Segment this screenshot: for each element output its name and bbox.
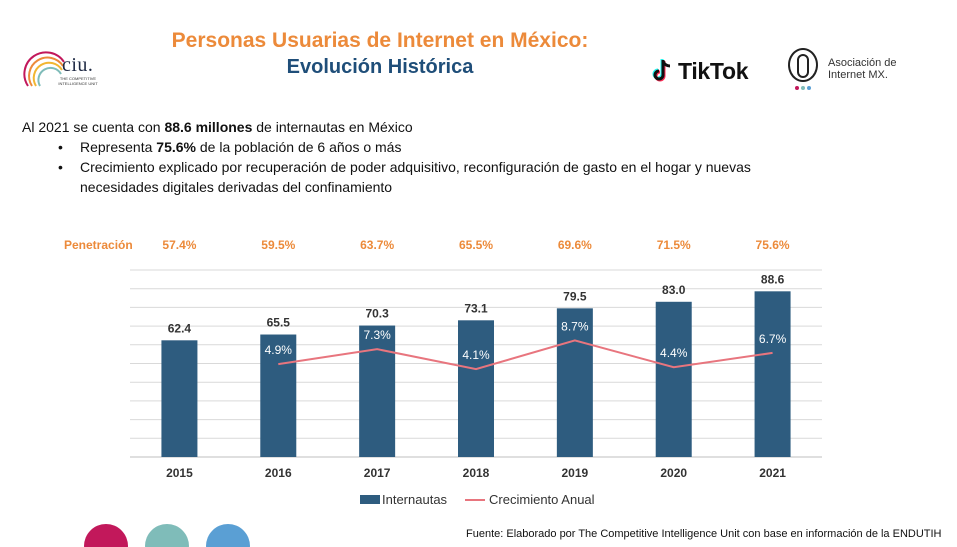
- bar-2017: [359, 325, 396, 457]
- bar-2020: [655, 301, 692, 457]
- decor-dot-magenta: [84, 524, 128, 547]
- x-tick-2015: 2015: [166, 466, 193, 480]
- ciu-arc-icon: [23, 51, 65, 87]
- bar-2019: [556, 308, 593, 457]
- amx-logo-icon: [788, 48, 818, 90]
- legend-label-internautas: Internautas: [382, 492, 448, 507]
- x-tick-2019: 2019: [562, 466, 589, 480]
- growth-label-2017: 7.3%: [363, 328, 391, 342]
- page-subtitle: Evolución Histórica: [286, 56, 474, 78]
- penetration-2016: 59.5%: [261, 238, 296, 252]
- growth-label-2019: 8.7%: [561, 319, 589, 333]
- title-block: Personas Usuarias de Internet en México:…: [160, 28, 600, 80]
- x-tick-2017: 2017: [364, 466, 391, 480]
- tiktok-note-icon: [652, 59, 671, 82]
- bullet2-line1: Crecimiento explicado por recuperación d…: [80, 159, 751, 175]
- amx-logo-text: Asociación de Internet MX.: [828, 57, 897, 81]
- penetration-label: Penetración: [64, 238, 133, 252]
- bar-2016: [260, 334, 297, 457]
- chart-legend: Internautas Crecimiento Anual: [360, 492, 595, 507]
- bullet2-line2: necesidades digitales derivadas del conf…: [80, 179, 393, 195]
- bar-label-2019: 79.5: [563, 289, 587, 303]
- intro-suffix: de internautas en México: [252, 119, 413, 135]
- growth-label-2021: 6.7%: [759, 332, 787, 346]
- growth-line: [278, 339, 773, 371]
- x-tick-2021: 2021: [759, 466, 786, 480]
- bar-2021: [754, 291, 791, 457]
- intro-prefix: Al 2021 se cuenta con: [22, 119, 165, 135]
- x-tick-2020: 2020: [660, 466, 687, 480]
- amx-logo-line2: Internet MX.: [828, 69, 888, 81]
- source-note: Fuente: Elaborado por The Competitive In…: [466, 528, 942, 540]
- bar-2018: [458, 320, 494, 457]
- ciu-logo-text: ciu.: [62, 54, 94, 76]
- amx-logo: Asociación de Internet MX.: [786, 46, 897, 92]
- penetration-2015: 57.4%: [162, 238, 197, 252]
- amx-logo-line1: Asociación de: [828, 57, 897, 69]
- x-tick-2018: 2018: [463, 466, 490, 480]
- bullet1-prefix: Representa: [80, 139, 157, 155]
- summary-bullet: Representa 75.6% de la población de 6 añ…: [58, 137, 922, 157]
- bar-label-2015: 62.4: [168, 321, 192, 335]
- penetration-2019: 69.6%: [557, 238, 592, 252]
- intro-bold: 88.6 millones: [164, 119, 253, 135]
- page-title: Personas Usuarias de Internet en México:: [171, 29, 589, 52]
- ciu-logo-subtitle: THE COMPETITIVE INTELLIGENCE UNIT: [58, 76, 98, 86]
- tiktok-logo: TikTok: [652, 56, 749, 86]
- summary-bullet: Crecimiento explicado por recuperación d…: [58, 157, 922, 197]
- decor-dot-teal: [145, 524, 189, 547]
- x-tick-2016: 2016: [265, 466, 292, 480]
- legend-line-swatch: [465, 498, 486, 501]
- legend-bar-swatch: [360, 495, 380, 504]
- summary-intro: Al 2021 se cuenta con 88.6 millones de i…: [22, 117, 922, 137]
- bar-2015: [161, 340, 198, 457]
- growth-label-2020: 4.4%: [660, 346, 688, 360]
- summary-bullet-list: Representa 75.6% de la población de 6 añ…: [58, 137, 922, 197]
- bar-label-2021: 88.6: [761, 272, 785, 286]
- growth-label-2016: 4.9%: [265, 343, 293, 357]
- bullet1-bold: 75.6%: [156, 139, 196, 155]
- bar-label-2020: 83.0: [662, 283, 686, 297]
- summary-text: Al 2021 se cuenta con 88.6 millones de i…: [22, 117, 922, 197]
- penetration-2020: 71.5%: [656, 238, 691, 252]
- growth-label-2018: 4.1%: [462, 348, 490, 362]
- bar-label-2016: 65.5: [267, 316, 291, 330]
- tiktok-logo-text: TikTok: [678, 57, 749, 84]
- bar-label-2017: 70.3: [365, 307, 389, 321]
- penetration-2021: 75.6%: [755, 238, 790, 252]
- decor-dot-blue: [206, 524, 250, 547]
- legend-label-crecimiento: Crecimiento Anual: [489, 492, 595, 507]
- penetration-2018: 65.5%: [458, 238, 494, 252]
- ciu-logo: ciu. THE COMPETITIVE INTELLIGENCE UNIT: [22, 46, 104, 94]
- bullet1-suffix: de la población de 6 años o más: [195, 139, 402, 155]
- penetration-2017: 63.7%: [360, 238, 395, 252]
- bar-label-2018: 73.1: [464, 301, 488, 315]
